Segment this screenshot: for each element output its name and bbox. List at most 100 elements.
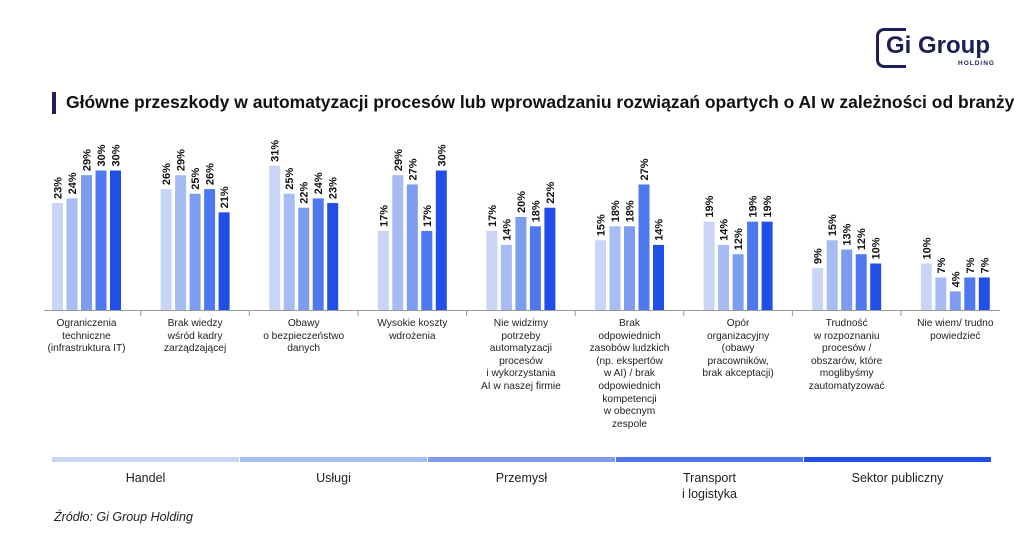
bar (421, 230, 433, 310)
bar (920, 263, 932, 310)
data-label: 31% (270, 140, 282, 162)
bar (515, 217, 527, 310)
source-note: Źródło: Gi Group Holding (54, 510, 193, 524)
category-label: Nie widzimy potrzeby automatyzacji proce… (480, 318, 561, 392)
data-label: 22% (299, 181, 311, 203)
data-label: 29% (176, 149, 188, 171)
chart-title: Główne przeszkody w automatyzacji proces… (66, 92, 1015, 112)
logo-text: Gi Group (886, 32, 990, 59)
bar (595, 240, 606, 310)
category-label: Ograniczenia techniczne (infrastruktura … (47, 318, 126, 355)
bar (327, 203, 339, 310)
logo-subtext: HOLDING (958, 60, 995, 67)
legend-label: Usługi (316, 471, 351, 485)
data-label: 27% (407, 158, 419, 180)
bar (189, 193, 201, 310)
bar (638, 184, 650, 310)
data-label: 7% (979, 257, 991, 273)
data-label: 19% (762, 195, 774, 217)
category-label: Nie wiem/ trudno powiedzieć (917, 318, 994, 342)
bar (978, 277, 990, 310)
category-label: Brak odpowiednich zasobów ludzkich (np. … (589, 318, 670, 430)
bar (160, 189, 172, 310)
bar (653, 244, 664, 310)
category-label: Wysokie koszty wdrożenia (377, 318, 448, 342)
legend-swatch (428, 457, 615, 462)
data-label: 18% (625, 200, 637, 222)
legend-swatch (616, 457, 803, 462)
bar (218, 212, 230, 310)
data-label: 25% (190, 168, 202, 190)
data-label: 18% (610, 200, 622, 222)
data-label: 14% (654, 219, 666, 241)
data-label: 24% (313, 172, 325, 194)
data-label: 17% (378, 205, 390, 227)
data-label: 26% (205, 163, 217, 185)
data-label: 12% (733, 228, 745, 250)
legend-swatch (804, 457, 991, 462)
data-label: 4% (950, 271, 962, 287)
bar (406, 184, 418, 310)
bar (855, 254, 867, 310)
bar (298, 207, 310, 310)
bar (544, 207, 556, 310)
data-label: 14% (501, 219, 513, 241)
legend-label: Sektor publiczny (851, 471, 944, 485)
data-label: 13% (842, 223, 854, 245)
bar (204, 189, 216, 310)
data-label: 29% (393, 149, 405, 171)
bar (486, 230, 498, 310)
bar (949, 291, 961, 310)
data-label: 29% (82, 149, 94, 171)
bar (435, 170, 447, 310)
data-label: 18% (530, 200, 542, 222)
data-label: 12% (856, 228, 868, 250)
data-label: 9% (813, 248, 825, 264)
bar (95, 170, 107, 310)
data-label: 25% (284, 168, 296, 190)
data-label: 23% (328, 177, 340, 199)
legend-label: Przemysł (495, 471, 548, 485)
data-label: 23% (53, 177, 65, 199)
bar (718, 244, 730, 310)
data-label: 30% (96, 144, 108, 166)
data-label: 15% (596, 214, 608, 236)
category-label: Brak wiedzy wśród kadry zarządzającej (163, 318, 227, 355)
data-label: 21% (219, 186, 231, 208)
data-label: 26% (161, 163, 173, 185)
category-label: Trudność w rozpoznaniu procesów / obszar… (808, 318, 885, 392)
data-label: 27% (639, 158, 651, 180)
bar (377, 230, 389, 310)
data-label: 10% (871, 237, 883, 259)
gi-group-logo: Gi Group HOLDING (876, 28, 1000, 72)
data-label: 14% (719, 219, 731, 241)
bar (283, 193, 295, 310)
bar (841, 249, 853, 310)
legend-swatch (240, 457, 427, 462)
legend-swatch (52, 457, 239, 462)
category-label: Obawy o bezpieczeństwo danych (263, 318, 345, 355)
bar (761, 221, 773, 310)
category-label: Opór organizacyjny (obawy pracowników, b… (702, 318, 774, 380)
data-label: 30% (111, 144, 123, 166)
data-label: 24% (67, 172, 79, 194)
data-label: 7% (936, 257, 948, 273)
legend-label: Transport i logistyka (682, 471, 737, 501)
bar (732, 254, 744, 310)
data-label: 10% (921, 237, 933, 259)
bar (500, 244, 512, 310)
bar (609, 226, 621, 310)
bar (269, 165, 281, 310)
bar (935, 277, 947, 310)
bar (747, 221, 759, 310)
legend-label: Handel (125, 471, 166, 485)
bar (312, 198, 324, 310)
bar (66, 198, 78, 310)
bar (826, 240, 838, 310)
data-label: 20% (516, 191, 528, 213)
data-label: 7% (965, 257, 977, 273)
logo-frame-icon (876, 28, 906, 68)
data-label: 22% (545, 181, 557, 203)
data-label: 17% (487, 205, 499, 227)
